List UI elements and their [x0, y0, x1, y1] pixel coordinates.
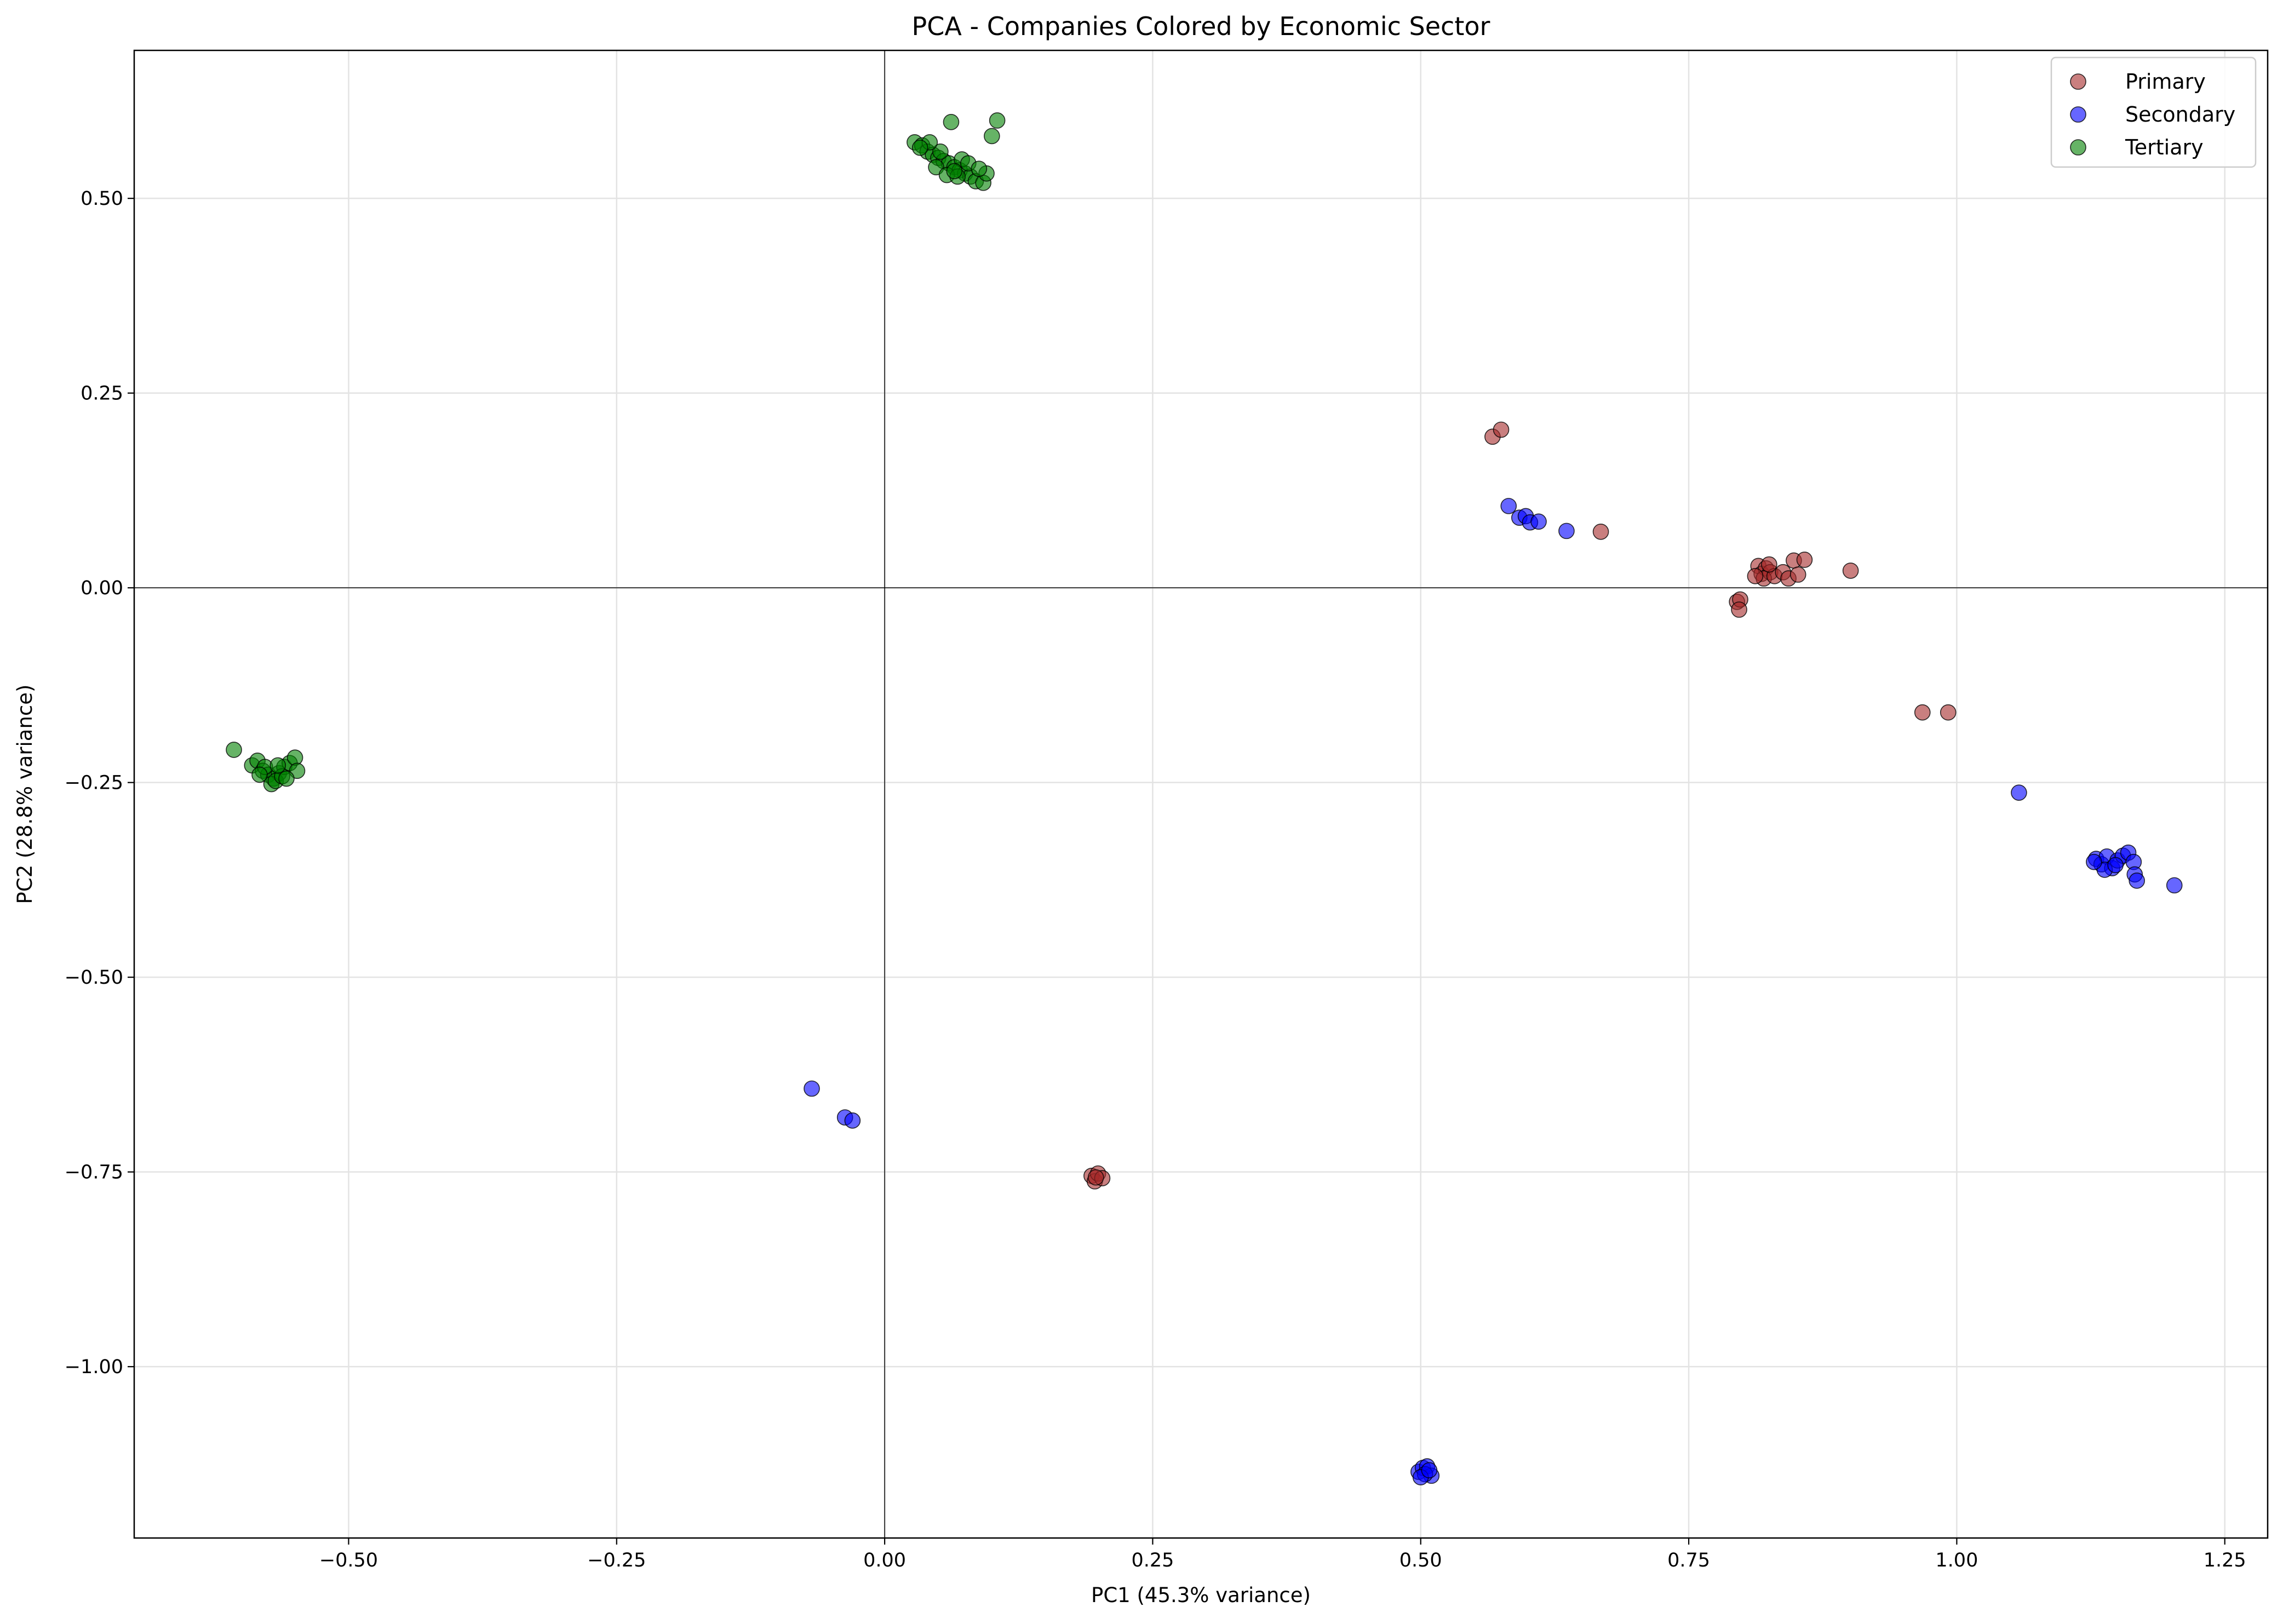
point-secondary — [1530, 513, 1547, 530]
y-tick-label: −0.50 — [65, 967, 123, 989]
legend-marker-tertiary — [2070, 139, 2086, 156]
y-tick-label: 0.25 — [81, 383, 123, 405]
point-secondary — [2166, 877, 2183, 894]
x-tick-label: 0.75 — [1667, 1550, 1710, 1571]
series-primary — [1083, 421, 1957, 1190]
legend-marker-secondary — [2070, 106, 2086, 123]
legend-label-tertiary: Tertiary — [2125, 135, 2204, 159]
point-tertiary — [989, 112, 1006, 129]
point-tertiary — [286, 749, 303, 766]
point-secondary — [2011, 784, 2027, 801]
y-axis-label: PC2 (28.8% variance) — [13, 685, 37, 904]
x-axis-label: PC1 (45.3% variance) — [1091, 1583, 1311, 1607]
reference-lines — [134, 50, 2268, 1538]
y-tick-label: −0.75 — [65, 1162, 123, 1184]
y-tick-label: −1.00 — [65, 1356, 123, 1378]
series-secondary — [804, 498, 2183, 1485]
y-axis-ticks: 0.50 0.25 0.00 −0.25 −0.50 −0.75 −1.00 — [65, 188, 134, 1378]
point-primary — [1940, 704, 1957, 721]
point-tertiary — [251, 766, 268, 783]
point-tertiary — [932, 144, 949, 160]
point-primary — [1087, 1169, 1104, 1186]
legend-label-primary: Primary — [2125, 70, 2206, 94]
y-tick-label: 0.50 — [81, 188, 123, 210]
point-primary — [1842, 563, 1859, 579]
plot-frame — [133, 49, 2269, 1539]
point-primary — [1796, 552, 1813, 568]
legend: Primary Secondary Tertiary — [2050, 56, 2257, 168]
point-secondary — [2086, 853, 2102, 870]
point-tertiary — [911, 139, 928, 156]
x-tick-label: −0.25 — [587, 1550, 646, 1571]
point-secondary — [1558, 523, 1575, 540]
chart-title: PCA - Companies Colored by Economic Sect… — [912, 12, 1490, 41]
legend-box — [2050, 56, 2257, 168]
series-tertiary — [226, 112, 1006, 793]
point-primary — [1761, 556, 1777, 573]
point-tertiary — [946, 163, 963, 180]
point-primary — [1789, 566, 1806, 583]
point-primary — [1747, 568, 1764, 584]
x-tick-label: 1.00 — [1935, 1550, 1978, 1571]
legend-label-secondary: Secondary — [2125, 102, 2235, 127]
point-tertiary — [278, 770, 295, 787]
point-tertiary — [226, 742, 242, 758]
point-secondary — [1421, 1462, 1438, 1479]
x-tick-label: 0.25 — [1131, 1550, 1174, 1571]
point-primary — [1914, 704, 1931, 721]
points-layer — [226, 112, 2183, 1485]
x-tick-label: 0.00 — [863, 1550, 906, 1571]
y-tick-label: 0.00 — [81, 577, 123, 599]
point-primary — [1731, 601, 1747, 618]
point-secondary — [2107, 857, 2124, 874]
x-tick-label: −0.50 — [319, 1550, 378, 1571]
point-primary — [1493, 421, 1510, 438]
point-secondary — [804, 1080, 820, 1097]
point-tertiary — [269, 757, 286, 774]
legend-marker-primary — [2070, 73, 2086, 90]
point-tertiary — [943, 114, 960, 130]
point-tertiary — [984, 128, 1000, 145]
point-secondary — [844, 1112, 861, 1129]
y-tick-label: −0.25 — [65, 772, 123, 794]
point-primary — [1592, 523, 1609, 540]
point-secondary — [2129, 873, 2146, 889]
point-secondary — [1500, 498, 1517, 514]
x-tick-label: 1.25 — [2204, 1550, 2246, 1571]
point-tertiary — [971, 160, 988, 177]
x-axis-ticks: −0.50 −0.25 0.00 0.25 0.50 0.75 1.00 1.25 — [319, 1538, 2246, 1571]
x-tick-label: 0.50 — [1399, 1550, 1442, 1571]
